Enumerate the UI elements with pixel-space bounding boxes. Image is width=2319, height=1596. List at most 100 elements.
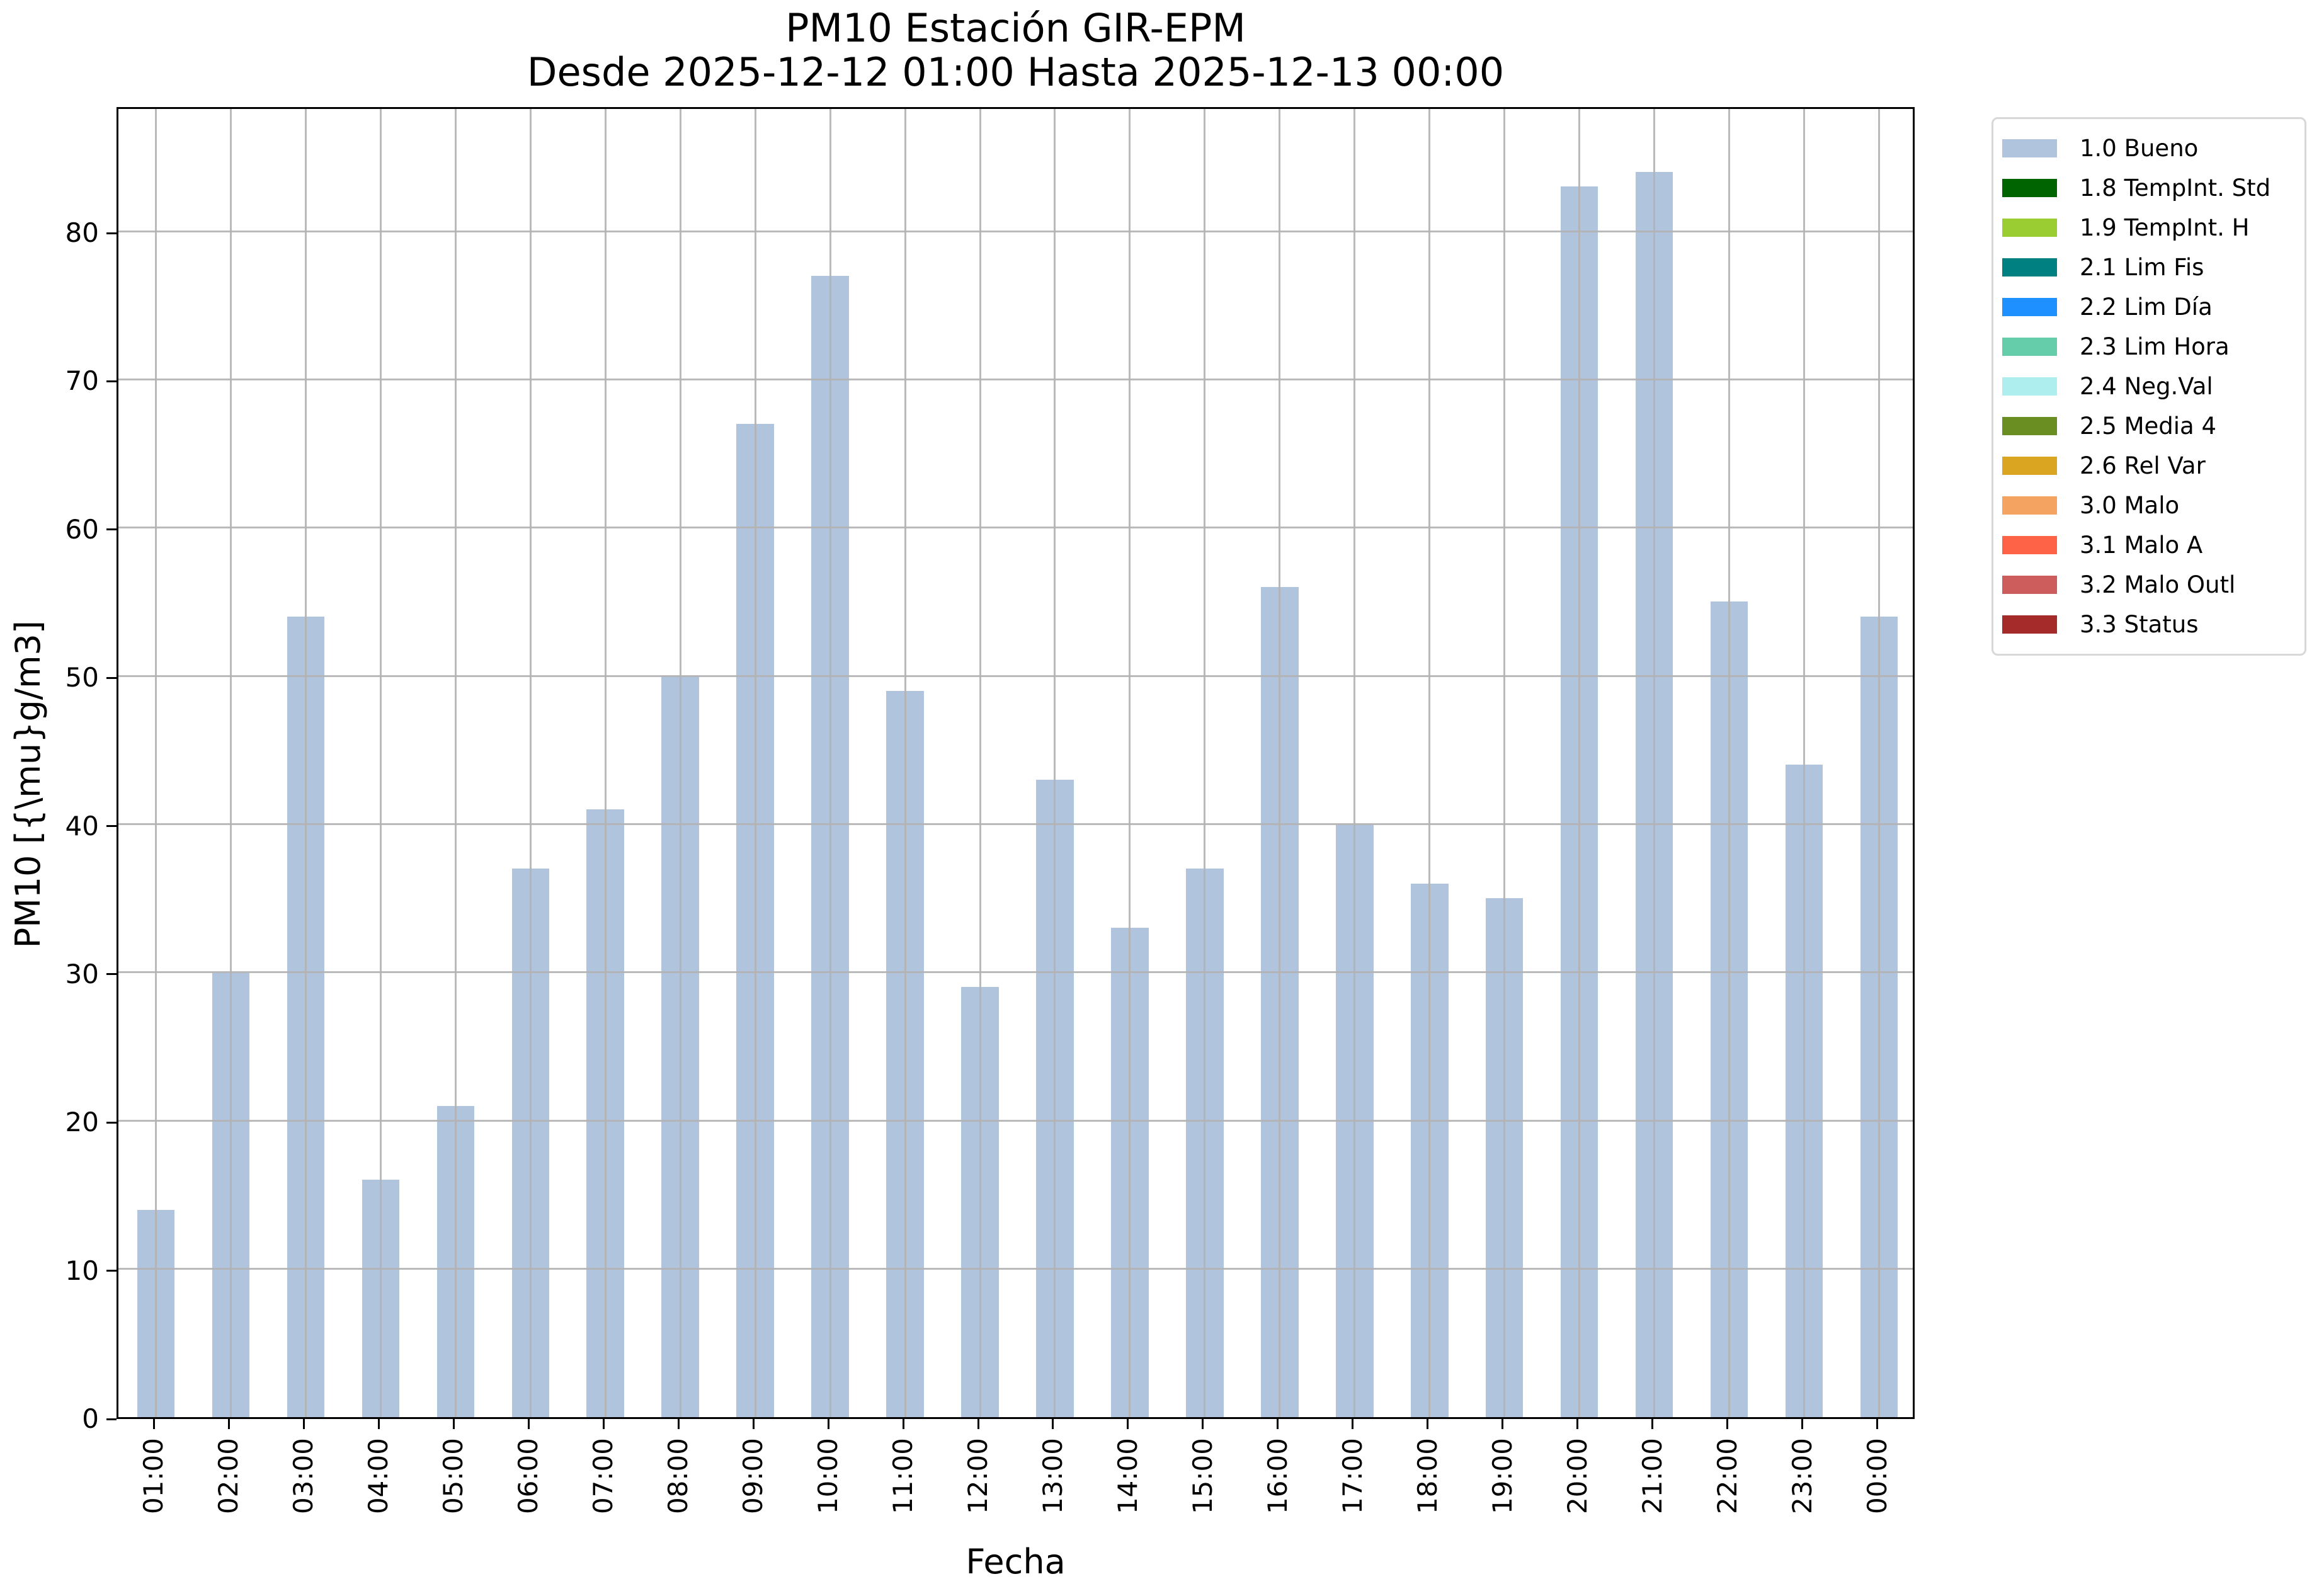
v-gridline xyxy=(1129,109,1131,1417)
x-tick-mark xyxy=(377,1419,380,1429)
legend-label: 2.1 Lim Fis xyxy=(2080,254,2204,281)
h-gridline xyxy=(118,971,1913,974)
x-tick-mark xyxy=(677,1419,680,1429)
legend-item: 2.4 Neg.Val xyxy=(2002,367,2293,406)
h-gridline xyxy=(118,823,1913,826)
x-tick-mark xyxy=(1427,1419,1429,1429)
x-tick-label: 17:00 xyxy=(1336,1438,1368,1515)
v-gridline xyxy=(1054,109,1056,1417)
y-tick-label: 20 xyxy=(65,1107,99,1138)
legend-swatch xyxy=(2002,298,2057,316)
v-gridline xyxy=(1578,109,1581,1417)
v-gridline xyxy=(304,109,307,1417)
v-gridline xyxy=(1204,109,1206,1417)
x-tick-mark xyxy=(827,1419,829,1429)
legend-swatch xyxy=(2002,338,2057,356)
x-tick-label: 02:00 xyxy=(213,1438,244,1515)
x-tick-label: 01:00 xyxy=(138,1438,169,1515)
y-tick-label: 80 xyxy=(65,217,99,249)
y-axis-label-wrap: PM10 [{\mu}g/m3] xyxy=(8,620,49,948)
legend-item: 2.5 Media 4 xyxy=(2002,406,2293,446)
legend-item: 1.8 TempInt. Std xyxy=(2002,168,2293,208)
y-tick-mark xyxy=(106,973,117,976)
x-tick-label: 04:00 xyxy=(363,1438,394,1515)
v-gridline xyxy=(979,109,981,1417)
title-block: PM10 Estación GIR-EPM Desde 2025-12-12 0… xyxy=(117,6,1915,94)
legend-swatch xyxy=(2002,576,2057,594)
x-tick-label: 13:00 xyxy=(1037,1438,1068,1515)
legend-item: 2.2 Lim Día xyxy=(2002,287,2293,327)
x-tick-mark xyxy=(1277,1419,1279,1429)
x-tick-mark xyxy=(227,1419,230,1429)
y-tick-mark xyxy=(106,1121,117,1124)
legend-item: 3.0 Malo xyxy=(2002,486,2293,525)
y-axis-label: PM10 [{\mu}g/m3] xyxy=(8,620,48,949)
x-tick-label: 10:00 xyxy=(812,1438,844,1515)
x-tick-label: 20:00 xyxy=(1561,1438,1593,1515)
x-tick-label: 11:00 xyxy=(887,1438,919,1515)
x-tick-label: 03:00 xyxy=(288,1438,319,1515)
x-axis-label: Fecha xyxy=(966,1542,1066,1582)
x-tick-label: 12:00 xyxy=(962,1438,994,1515)
x-tick-label: 05:00 xyxy=(438,1438,469,1515)
x-tick-mark xyxy=(302,1419,305,1429)
v-gridline xyxy=(904,109,906,1417)
x-tick-label: 16:00 xyxy=(1262,1438,1293,1515)
legend-label: 2.3 Lim Hora xyxy=(2080,333,2230,360)
legend-item: 3.2 Malo Outl xyxy=(2002,565,2293,605)
x-tick-label: 21:00 xyxy=(1636,1438,1668,1515)
h-gridline xyxy=(118,527,1913,529)
legend-label: 1.8 TempInt. Std xyxy=(2080,174,2271,202)
legend-swatch xyxy=(2002,219,2057,237)
v-gridline xyxy=(1279,109,1281,1417)
x-tick-mark xyxy=(602,1419,605,1429)
x-tick-mark xyxy=(1876,1419,1879,1429)
y-tick-label: 30 xyxy=(65,958,99,989)
legend-label: 3.1 Malo A xyxy=(2080,532,2203,559)
y-tick-label: 40 xyxy=(65,810,99,841)
v-gridline xyxy=(454,109,457,1417)
x-tick-label: 22:00 xyxy=(1711,1438,1743,1515)
v-gridline xyxy=(1353,109,1356,1417)
y-tick-label: 70 xyxy=(65,365,99,397)
h-gridline xyxy=(118,230,1913,232)
x-tick-mark xyxy=(752,1419,755,1429)
legend-swatch xyxy=(2002,377,2057,396)
x-tick-label: 14:00 xyxy=(1112,1438,1143,1515)
y-tick-mark xyxy=(106,676,117,679)
x-tick-mark xyxy=(1052,1419,1054,1429)
legend-swatch xyxy=(2002,258,2057,276)
legend: 1.0 Bueno 1.8 TempInt. Std 1.9 TempInt. H 2… xyxy=(1991,117,2306,656)
h-gridline xyxy=(118,1268,1913,1270)
v-gridline xyxy=(1803,109,1806,1417)
x-tick-label: 07:00 xyxy=(588,1438,619,1515)
x-tick-mark xyxy=(1202,1419,1204,1429)
x-tick-mark xyxy=(1576,1419,1579,1429)
legend-item: 2.1 Lim Fis xyxy=(2002,248,2293,287)
x-tick-label: 06:00 xyxy=(513,1438,544,1515)
h-gridline xyxy=(118,1119,1913,1122)
legend-label: 1.9 TempInt. H xyxy=(2080,214,2250,241)
x-tick-mark xyxy=(1801,1419,1804,1429)
y-tick-mark xyxy=(106,1418,117,1420)
chart-subtitle: Desde 2025-12-12 01:00 Hasta 2025-12-13 … xyxy=(527,49,1505,95)
y-tick-mark xyxy=(106,1270,117,1272)
v-gridline xyxy=(754,109,756,1417)
x-tick-mark xyxy=(527,1419,530,1429)
x-tick-label: 09:00 xyxy=(738,1438,769,1515)
chart-title: PM10 Estación GIR-EPM xyxy=(785,5,1246,51)
v-gridline xyxy=(1728,109,1731,1417)
v-gridline xyxy=(679,109,681,1417)
x-tick-label: 23:00 xyxy=(1786,1438,1818,1515)
x-tick-mark xyxy=(977,1419,979,1429)
v-gridline xyxy=(1878,109,1881,1417)
legend-swatch xyxy=(2002,496,2057,515)
x-tick-mark xyxy=(1352,1419,1354,1429)
legend-label: 3.2 Malo Outl xyxy=(2080,571,2236,598)
v-gridline xyxy=(1503,109,1506,1417)
x-tick-mark xyxy=(452,1419,455,1429)
legend-label: 3.3 Status xyxy=(2080,611,2199,638)
legend-label: 2.4 Neg.Val xyxy=(2080,373,2213,400)
y-tick-mark xyxy=(106,528,117,531)
